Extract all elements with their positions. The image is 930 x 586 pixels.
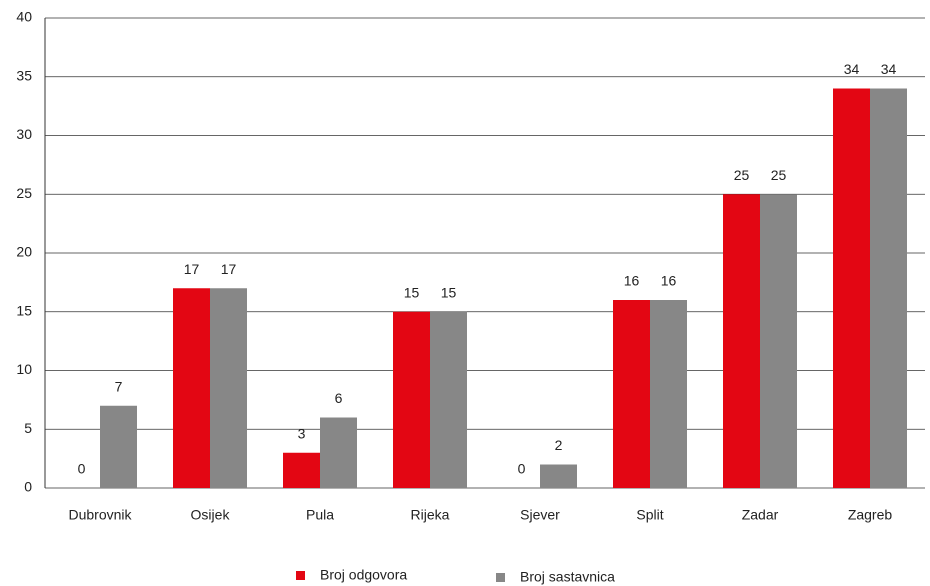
value-label: 0 — [78, 461, 86, 477]
value-label: 15 — [404, 284, 420, 300]
bar — [430, 311, 467, 488]
bar — [210, 288, 247, 488]
value-label: 25 — [771, 167, 787, 183]
x-tick-label: Split — [636, 507, 663, 523]
legend-swatch — [496, 573, 505, 582]
bar — [650, 300, 687, 488]
x-tick-label: Zadar — [742, 507, 779, 523]
value-label: 17 — [221, 261, 237, 277]
y-tick-label: 35 — [16, 67, 32, 83]
bar — [100, 405, 137, 488]
legend-label: Broj odgovora — [320, 567, 407, 583]
value-label: 2 — [555, 437, 563, 453]
y-tick-label: 0 — [24, 479, 32, 495]
bar — [613, 300, 650, 488]
legend-swatch — [296, 571, 305, 580]
x-tick-label: Dubrovnik — [68, 507, 132, 523]
bar — [173, 288, 210, 488]
legend-label: Broj sastavnica — [520, 569, 615, 585]
value-label: 3 — [298, 425, 306, 441]
value-label: 16 — [624, 273, 640, 289]
y-tick-label: 40 — [16, 9, 32, 25]
x-tick-label: Rijeka — [411, 507, 450, 523]
value-label: 15 — [441, 284, 457, 300]
bar — [760, 194, 797, 488]
x-tick-label: Osijek — [191, 507, 231, 523]
y-tick-label: 20 — [16, 244, 32, 260]
value-label: 25 — [734, 167, 750, 183]
y-tick-label: 25 — [16, 185, 32, 201]
bar — [723, 194, 760, 488]
x-tick-label: Sjever — [520, 507, 560, 523]
y-tick-label: 5 — [24, 420, 32, 436]
value-label: 16 — [661, 273, 677, 289]
value-label: 7 — [115, 378, 123, 394]
y-tick-label: 30 — [16, 126, 32, 142]
value-label: 34 — [844, 61, 860, 77]
bar — [833, 88, 870, 488]
y-tick-label: 10 — [16, 361, 32, 377]
bar — [393, 311, 430, 488]
value-label: 6 — [335, 390, 343, 406]
value-label: 17 — [184, 261, 200, 277]
y-tick-label: 15 — [16, 302, 32, 318]
bar — [283, 452, 320, 488]
bar — [320, 417, 357, 488]
x-tick-label: Zagreb — [848, 507, 893, 523]
bar — [870, 88, 907, 488]
x-tick-label: Pula — [306, 507, 334, 523]
bar — [540, 464, 577, 488]
value-label: 0 — [518, 461, 526, 477]
value-label: 34 — [881, 61, 897, 77]
